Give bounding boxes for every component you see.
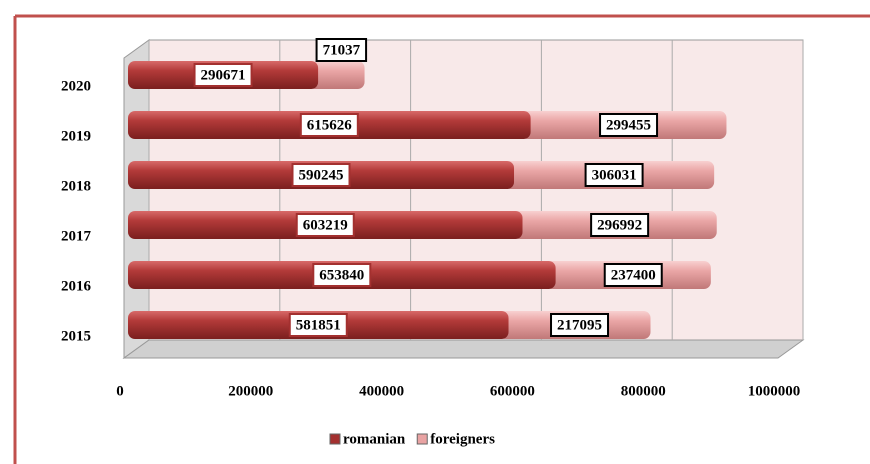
data-label: 290671 [201, 67, 246, 83]
data-label-box [315, 38, 368, 62]
bar-segment [308, 61, 365, 89]
data-label: 615626 [307, 117, 353, 133]
floor [122, 339, 805, 359]
data-label-box [291, 163, 351, 187]
y-tick-label: 2016 [61, 278, 92, 294]
data-label: 217095 [557, 317, 602, 333]
data-label-box [599, 113, 659, 137]
data-label: 296992 [597, 217, 642, 233]
data-label: 306031 [592, 167, 637, 183]
y-tick-label: 2018 [61, 178, 91, 194]
x-tick-label: 800000 [621, 383, 666, 399]
data-label-box [299, 113, 359, 137]
data-label-box [288, 313, 348, 337]
data-label: 581851 [296, 317, 341, 333]
legend-swatch [416, 433, 428, 445]
data-label-box [312, 263, 372, 287]
x-tick-label: 1000000 [748, 383, 801, 399]
x-tick-label: 600000 [490, 383, 535, 399]
data-label-box [295, 213, 355, 237]
legend-label: foreigners [430, 431, 495, 447]
x-tick-label: 200000 [228, 383, 273, 399]
legend-label: romanian [343, 431, 406, 447]
y-tick-label: 2019 [61, 128, 91, 144]
data-label: 237400 [611, 267, 656, 283]
data-label-box [193, 63, 253, 87]
legend-swatch [329, 433, 341, 445]
data-label-box [603, 263, 663, 287]
y-tick-label: 2020 [61, 78, 91, 94]
data-label-box [550, 313, 610, 337]
data-label-box [590, 213, 650, 237]
data-label: 71037 [323, 42, 361, 58]
x-tick-label: 0 [116, 383, 124, 399]
data-label: 590245 [299, 167, 344, 183]
x-tick-label: 400000 [359, 383, 404, 399]
y-tick-label: 2017 [61, 228, 92, 244]
y-tick-label: 2015 [61, 328, 91, 344]
data-label: 653840 [319, 267, 364, 283]
data-label-box [584, 163, 644, 187]
data-label: 603219 [303, 217, 348, 233]
data-label: 299455 [606, 117, 651, 133]
